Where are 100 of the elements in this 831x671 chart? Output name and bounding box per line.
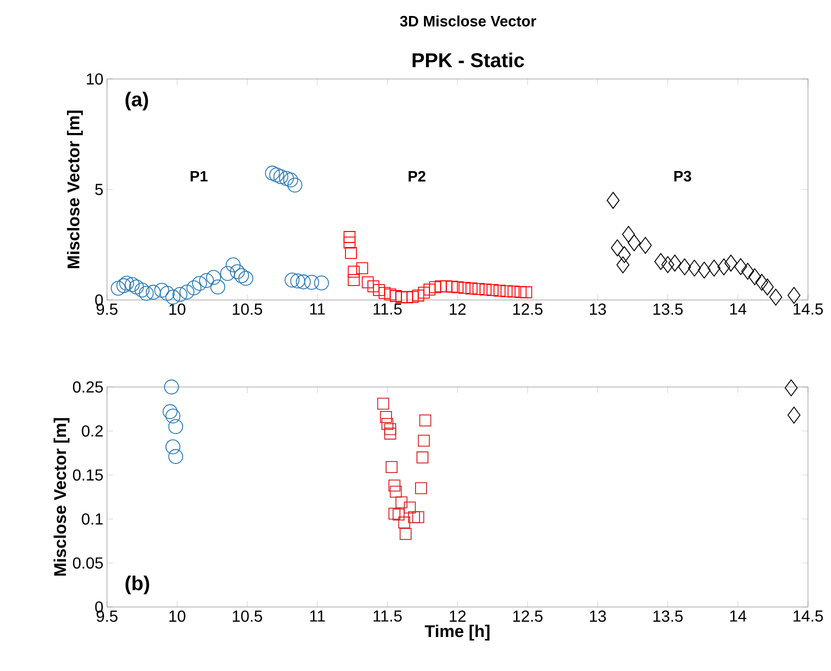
point <box>124 277 140 292</box>
point <box>172 287 188 302</box>
point <box>466 282 478 294</box>
point <box>769 288 782 306</box>
point <box>618 246 631 264</box>
point <box>192 276 207 291</box>
point <box>226 257 241 272</box>
x-tick-label: 12 <box>450 304 466 315</box>
point <box>154 282 170 298</box>
point <box>162 404 178 420</box>
point <box>472 282 484 295</box>
point <box>638 236 652 254</box>
point <box>381 418 394 430</box>
x-tick-label: 10.5 <box>232 304 262 315</box>
annotation: (a) <box>126 92 148 110</box>
point <box>388 480 400 492</box>
y-axis-title: Misclose Vector [m] <box>66 110 83 268</box>
x-tick-label: 14.5 <box>794 610 823 622</box>
point <box>508 286 520 298</box>
point <box>279 170 294 186</box>
point <box>784 379 798 396</box>
point <box>164 380 179 394</box>
point <box>165 408 180 424</box>
annotation: P2 <box>408 170 426 182</box>
point <box>520 286 532 298</box>
x-tick-label: 11 <box>310 304 325 315</box>
point <box>146 284 161 300</box>
point <box>388 508 400 520</box>
point <box>654 253 668 270</box>
point <box>406 290 419 303</box>
annotation: (b) <box>126 576 150 594</box>
point <box>378 286 391 299</box>
x-tick-label: 9.5 <box>96 610 118 622</box>
point <box>284 272 300 288</box>
x-tick-label: 10 <box>169 610 186 622</box>
point <box>724 254 738 272</box>
x-tick-label: 13 <box>590 304 606 315</box>
x-tick-label: 12.5 <box>513 610 542 622</box>
point <box>186 280 202 296</box>
y-tick-label: 0.1 <box>82 513 103 525</box>
point <box>344 231 356 243</box>
point <box>264 166 280 181</box>
point <box>494 284 506 297</box>
point <box>678 258 692 276</box>
point <box>661 256 674 274</box>
point <box>610 239 624 256</box>
x-axis-title: Time [h] <box>424 624 490 641</box>
point <box>434 280 447 292</box>
point <box>304 274 320 290</box>
point <box>390 290 402 302</box>
point <box>283 172 298 188</box>
point <box>384 288 396 300</box>
x-tick-label: 12.5 <box>513 304 542 315</box>
point <box>373 284 385 296</box>
point <box>348 274 360 286</box>
x-tick-label: 12 <box>450 610 466 622</box>
point <box>384 423 396 436</box>
x-tick-label: 14 <box>730 304 746 315</box>
point <box>734 258 748 276</box>
point <box>788 406 800 424</box>
x-tick-label: 11.5 <box>374 304 402 315</box>
point <box>395 291 408 304</box>
point <box>398 516 410 528</box>
point <box>622 226 635 243</box>
point <box>119 276 134 291</box>
x-tick-label: 14.5 <box>794 304 823 315</box>
point <box>500 285 513 298</box>
point <box>419 414 432 426</box>
point <box>234 268 250 284</box>
point <box>458 282 470 294</box>
point <box>179 284 194 300</box>
y-tick-label: 5 <box>95 184 103 196</box>
y-tick-label: 0.2 <box>82 425 103 437</box>
point <box>688 260 701 277</box>
point <box>238 270 254 286</box>
point <box>606 192 620 209</box>
point <box>314 276 329 290</box>
point <box>392 508 405 521</box>
point <box>440 280 452 292</box>
point <box>415 482 427 494</box>
point <box>708 260 721 277</box>
point <box>412 511 424 524</box>
point <box>269 167 284 182</box>
point <box>741 262 754 280</box>
point <box>416 451 428 464</box>
point <box>168 449 184 464</box>
annotation: P1 <box>190 171 208 182</box>
y-tick-label: 10 <box>86 73 103 85</box>
point <box>345 246 357 259</box>
point <box>446 280 458 293</box>
point <box>668 254 682 272</box>
point <box>452 281 464 294</box>
point <box>199 273 214 288</box>
point <box>230 264 245 280</box>
x-tick-label: 9.5 <box>96 304 118 315</box>
point <box>628 234 641 252</box>
chart-title: 3D Misclose Vector <box>400 15 536 27</box>
x-tick-label: 10.5 <box>232 610 262 622</box>
point <box>344 236 356 248</box>
point <box>400 528 412 540</box>
